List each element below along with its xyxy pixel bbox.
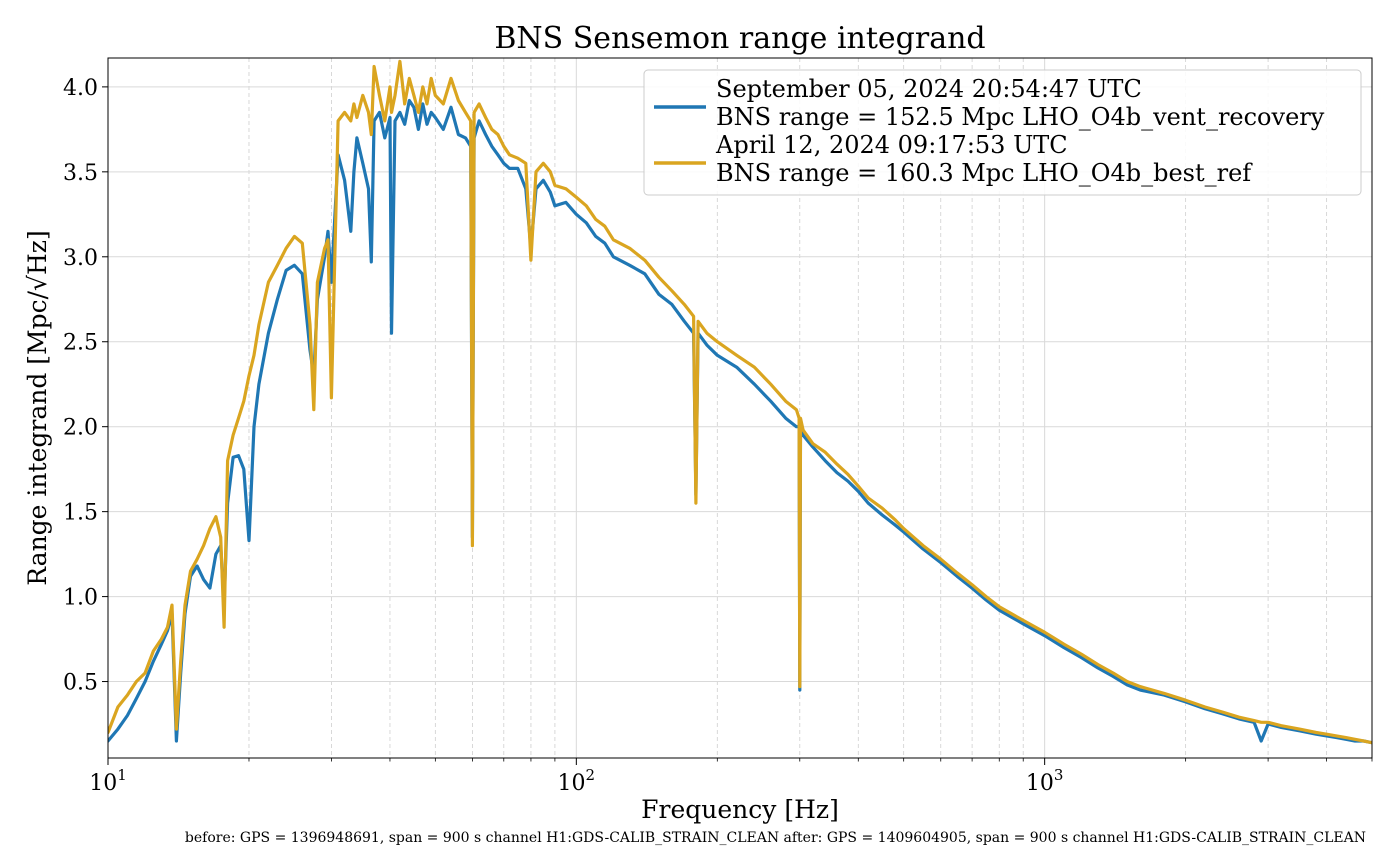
y-tick-label: 2.0 [63,416,98,441]
footer-caption: before: GPS = 1396948691, span = 900 s c… [185,830,1366,846]
plot-frame [107,57,1373,759]
y-tick-label: 3.0 [63,246,98,271]
y-tick-label: 3.5 [63,161,98,186]
chart-title: BNS Sensemon range integrand [494,21,985,56]
legend-entry-2-line-1: April 12, 2024 09:17:53 UTC [715,131,1068,159]
legend-entry-2-line-2: BNS range = 160.3 Mpc LHO_O4b_best_ref [716,159,1253,187]
x-axis-label: Frequency [Hz] [641,795,839,824]
series-line-2 [108,59,1372,745]
y-tick-label: 1.5 [63,501,98,526]
y-tick-label: 0.5 [63,671,98,696]
y-axis-label: Range integrand [Mpc/√Hz] [23,230,52,585]
y-tick-label: 1.0 [63,586,98,611]
y-tick-label: 2.5 [63,331,98,356]
legend-box [643,69,1362,196]
x-tick-label: 103 [1026,766,1064,796]
plot-area [108,59,1372,745]
y-tick-label: 4.0 [63,76,98,101]
series-line-1 [108,98,1372,745]
x-tick-label: 101 [89,766,127,796]
legend-entry-1-line-2: BNS range = 152.5 Mpc LHO_O4b_vent_recov… [716,103,1325,131]
x-tick-label: 102 [558,766,596,796]
legend-entry-1-line-1: September 05, 2024 20:54:47 UTC [716,75,1142,103]
